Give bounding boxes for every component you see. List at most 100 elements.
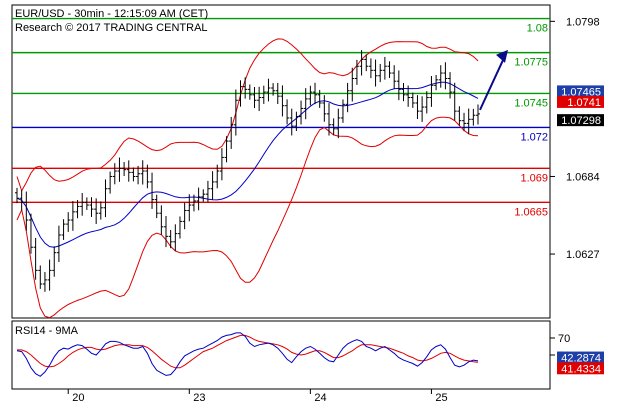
price-box-label-1: 1.0741 [567, 97, 601, 109]
price-bar [373, 59, 378, 87]
price-bar [462, 112, 467, 132]
price-bar [108, 171, 113, 194]
price-bar [150, 172, 155, 209]
price-bar [173, 224, 178, 252]
price-bar [443, 62, 448, 90]
price-bar [331, 118, 336, 136]
price-bar [364, 54, 369, 72]
price-bar [75, 200, 80, 219]
price-bar [19, 190, 24, 211]
rsi-panel-frame [11, 320, 551, 390]
rsi-box-0 [557, 351, 604, 364]
price-bar [448, 72, 453, 99]
price-bar [196, 187, 201, 211]
price-bar [429, 75, 434, 107]
level-label-4: 1.069 [520, 172, 548, 184]
price-bar [145, 164, 150, 189]
rsi-title: RSI14 - 9MA [15, 325, 79, 337]
price-bar [98, 201, 103, 220]
price-bar [424, 91, 429, 114]
price-bar [285, 99, 290, 125]
rsi-layer [16, 332, 479, 377]
price-bar [38, 265, 43, 289]
rsi-tick-label-0: 70 [558, 333, 570, 345]
price-bar [396, 70, 401, 101]
bollinger-lower [16, 116, 479, 319]
price-bar [187, 194, 192, 222]
price-panel-frame [11, 4, 551, 319]
price-bar [112, 163, 117, 185]
price-bar [438, 65, 443, 88]
level-label-1: 1.0775 [514, 57, 548, 69]
x-tick-label-2: 24 [314, 392, 326, 404]
forecast-arrow-head [496, 49, 508, 63]
rsi-box-label-0: 42.2874 [561, 353, 601, 365]
price-box-0 [557, 85, 604, 98]
price-bar [299, 100, 304, 125]
price-bar [266, 78, 271, 102]
price-bar [164, 216, 169, 248]
price-bar [378, 63, 383, 83]
price-bar [420, 96, 425, 122]
price-bar [182, 202, 187, 230]
price-bar [191, 194, 196, 212]
price-bar [70, 201, 75, 231]
price-bar [47, 259, 52, 291]
level-label-2: 1.0745 [514, 97, 548, 109]
price-bar [210, 171, 215, 200]
price-bar [476, 104, 480, 125]
price-bar [401, 83, 406, 102]
price-bar [326, 103, 331, 136]
price-bar [42, 272, 47, 292]
price-bar [154, 194, 159, 219]
price-bar [354, 59, 359, 85]
rsi-box-label-1: 41.4334 [561, 363, 601, 375]
price-bar [238, 80, 243, 107]
price-bar [466, 108, 471, 135]
forecast-arrow-line [479, 57, 505, 111]
price-bar [159, 205, 164, 235]
header-line-2: Research © 2017 TRADING CENTRAL [15, 22, 208, 34]
price-bar [61, 219, 66, 240]
price-tick-label-2: 1.0627 [566, 249, 600, 261]
price-bar [89, 197, 94, 217]
price-bar [131, 167, 136, 182]
x-tick-label-3: 25 [435, 392, 447, 404]
price-bar [471, 108, 476, 126]
price-tick-label-0: 1.0798 [566, 16, 600, 28]
price-bar [84, 197, 89, 210]
price-bar [168, 229, 173, 249]
price-bar [434, 74, 439, 91]
x-tick-label-0: 20 [72, 392, 84, 404]
level-label-0: 1.08 [527, 23, 548, 35]
price-bar [275, 82, 280, 105]
price-bar [303, 88, 308, 120]
price-bar [66, 212, 71, 232]
x-tick-label-1: 23 [193, 392, 205, 404]
price-bar [387, 61, 392, 78]
price-tick-label-1: 1.0684 [566, 171, 600, 183]
price-bar [322, 95, 327, 122]
price-bar [122, 161, 127, 177]
rsi-ma-line [17, 334, 479, 369]
price-bar [243, 77, 248, 99]
price-bar [24, 191, 29, 231]
level-label-5: 1.0665 [514, 206, 548, 218]
price-bar [205, 180, 210, 202]
price-bar [224, 136, 229, 163]
level-label-3: 1.072 [520, 131, 548, 143]
price-bar [308, 85, 313, 106]
price-bar [94, 198, 99, 224]
price-bar [247, 84, 252, 100]
price-bar [80, 193, 85, 216]
price-bar [294, 111, 299, 132]
price-bar [117, 157, 122, 182]
price-bar [28, 213, 33, 254]
price-bar [452, 82, 457, 121]
price-bar [382, 56, 387, 80]
price-bar [359, 50, 364, 76]
price-bar [457, 106, 462, 126]
price-bar [233, 89, 238, 136]
